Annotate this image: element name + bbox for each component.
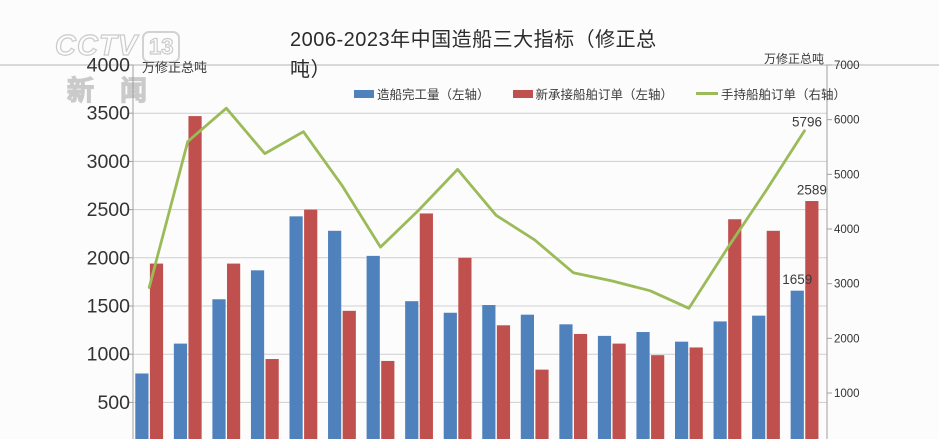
bar-new-orders-2015 — [496, 325, 511, 439]
bar-new-orders-2021 — [728, 219, 742, 439]
left-axis-tick-500: 500 — [97, 392, 130, 414]
bar-completions-2016 — [520, 314, 534, 439]
bar-completions-2014 — [443, 312, 457, 439]
bar-completions-2018 — [597, 335, 612, 439]
right-axis-tick-6000: 6000 — [834, 115, 860, 127]
bar-new-orders-2018 — [612, 343, 626, 439]
bar-completions-2021 — [713, 321, 727, 439]
legend-item-new-orders: 新承接船舶订单（左轴） — [512, 84, 674, 103]
bar-new-orders-2012 — [381, 360, 395, 439]
left-axis-tick-4000: 4000 — [87, 55, 131, 77]
bar-new-orders-2010 — [304, 209, 318, 439]
chart-title-line2: 吨） — [290, 59, 331, 81]
data-label-completions: 1659 — [782, 272, 812, 287]
data-label-orderbook: 5796 — [792, 114, 822, 129]
legend-swatch-new-orders — [512, 89, 533, 98]
legend-label-completions: 造船完工量（左轴） — [377, 88, 490, 102]
bar-completions-2012 — [366, 255, 380, 439]
bar-new-orders-2009 — [265, 359, 279, 439]
bar-completions-2023 — [790, 290, 804, 439]
left-axis-tick-2000: 2000 — [87, 247, 131, 269]
bar-new-orders-2019 — [651, 355, 665, 439]
bar-completions-2017 — [559, 324, 573, 439]
line-orderbook — [147, 106, 806, 310]
legend-swatch-orderbook — [696, 92, 719, 95]
left-axis-unit-label: 万修正总吨 — [142, 60, 208, 75]
right-axis-tick-4000: 4000 — [834, 224, 860, 236]
left-axis-tick-1000: 1000 — [87, 344, 131, 366]
left-axis-tick-1500: 1500 — [87, 296, 131, 318]
left-axis-tick-2500: 2500 — [87, 199, 131, 221]
bar-completions-2013 — [405, 301, 419, 439]
data-label-new-orders: 2589 — [797, 183, 827, 198]
bar-completions-2011 — [328, 230, 342, 439]
bar-new-orders-2008 — [227, 263, 241, 439]
legend-item-completions: 造船完工量（左轴） — [354, 84, 490, 103]
right-axis-tick-1000: 1000 — [834, 388, 860, 400]
bar-new-orders-2022 — [766, 230, 780, 439]
left-axis-tick-3000: 3000 — [87, 151, 131, 173]
bar-completions-2022 — [752, 315, 766, 439]
bar-new-orders-2020 — [689, 347, 703, 439]
left-axis-tick-3500: 3500 — [87, 103, 131, 125]
bar-completions-2019 — [636, 332, 650, 439]
bar-completions-2010 — [289, 216, 303, 439]
right-axis-tick-7000: 7000 — [834, 60, 860, 72]
legend-label-new-orders: 新承接船舶订单（左轴） — [535, 88, 674, 102]
right-axis-tick-2000: 2000 — [834, 333, 860, 345]
chart-title-line1: 2006-2023年中国造船三大指标（修正总 — [290, 29, 657, 51]
bar-new-orders-2013 — [419, 213, 433, 439]
bar-completions-2008 — [212, 299, 226, 439]
bar-new-orders-2023 — [805, 201, 819, 439]
legend-swatch-completions — [354, 89, 374, 98]
bar-completions-2009 — [250, 270, 265, 439]
bar-completions-2006 — [135, 373, 149, 439]
chart-title: 2006-2023年中国造船三大指标（修正总 吨） — [290, 25, 658, 85]
bar-new-orders-2007 — [188, 116, 202, 439]
legend-item-orderbook: 手持船舶订单（右轴） — [696, 84, 846, 103]
bar-completions-2020 — [675, 341, 689, 439]
legend-label-orderbook: 手持船舶订单（右轴） — [721, 88, 847, 102]
bar-new-orders-2016 — [535, 369, 549, 439]
chart-legend: 造船完工量（左轴） 新承接船舶订单（左轴） 手持船舶订单（右轴） — [354, 84, 846, 103]
bar-completions-2015 — [482, 305, 496, 439]
right-axis-unit-label: 万修正总吨 — [764, 52, 825, 66]
right-axis-tick-3000: 3000 — [834, 279, 860, 291]
right-axis-tick-5000: 5000 — [834, 169, 860, 181]
bar-new-orders-2006 — [149, 263, 164, 439]
bar-new-orders-2014 — [458, 257, 472, 439]
bar-new-orders-2017 — [573, 333, 588, 439]
bar-new-orders-2011 — [342, 310, 356, 439]
bar-completions-2007 — [173, 343, 188, 439]
